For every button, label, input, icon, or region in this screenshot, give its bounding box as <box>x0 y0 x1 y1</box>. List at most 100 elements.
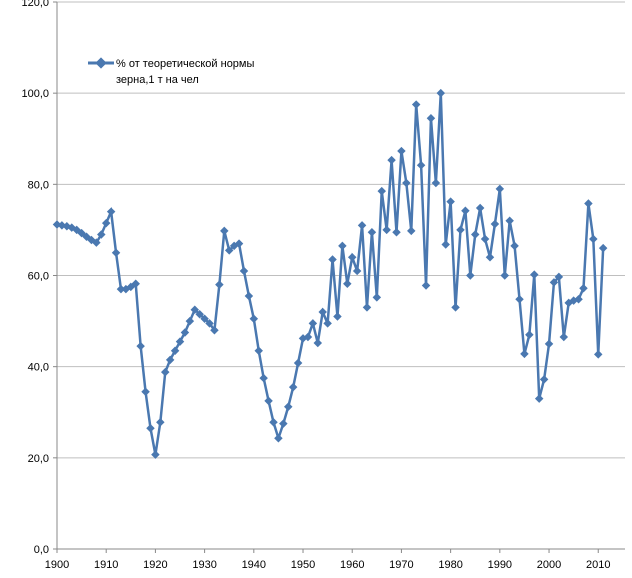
y-tick-label: 60,0 <box>28 271 49 283</box>
data-point <box>220 226 229 236</box>
data-point <box>475 203 485 213</box>
data-point <box>106 207 116 216</box>
data-point <box>239 266 249 276</box>
y-tick-label: 100,0 <box>21 88 49 100</box>
data-point <box>274 433 283 443</box>
data-point <box>520 349 529 359</box>
data-point <box>185 316 195 326</box>
y-tick-label: 40,0 <box>28 362 49 374</box>
data-point <box>456 225 465 235</box>
data-point <box>554 272 564 282</box>
data-point <box>451 303 460 312</box>
data-point <box>372 293 382 302</box>
data-point <box>77 228 86 238</box>
data-point <box>136 341 145 351</box>
data-point <box>515 294 524 304</box>
data-point <box>116 284 126 294</box>
data-point <box>416 160 426 170</box>
data-point <box>205 319 214 328</box>
data-point <box>343 279 352 288</box>
data-point <box>97 230 106 239</box>
legend-label: % от теоретической нормы зерна,1 т на че… <box>116 58 255 86</box>
data-point <box>293 358 303 368</box>
y-tick-label: 0,0 <box>34 544 49 556</box>
data-point <box>259 373 268 383</box>
data-point <box>559 332 569 342</box>
data-point <box>525 330 534 340</box>
data-point <box>249 314 259 324</box>
data-point <box>92 238 101 247</box>
data-point <box>111 248 121 257</box>
data-point <box>284 402 293 412</box>
data-point <box>254 346 263 355</box>
data-point <box>407 226 416 236</box>
data-point <box>313 338 323 348</box>
data-point <box>357 221 367 230</box>
data-point <box>264 396 273 406</box>
data-point <box>195 310 204 319</box>
data-point <box>234 239 244 248</box>
data-point <box>141 387 150 396</box>
data-point <box>279 419 288 428</box>
data-point <box>574 294 583 304</box>
data-point <box>333 312 342 321</box>
series-line <box>56 93 605 455</box>
y-tick-label: 20,0 <box>28 453 49 465</box>
y-tick-label: 80,0 <box>28 179 49 191</box>
data-point <box>347 253 357 262</box>
legend-symbol <box>88 57 114 69</box>
data-point <box>156 418 165 427</box>
data-point <box>318 307 327 317</box>
data-point <box>308 319 318 328</box>
data-point <box>402 178 411 188</box>
data-point <box>436 88 446 98</box>
x-tick-label: 1990 <box>488 559 512 571</box>
x-tick-label: 2000 <box>537 559 561 571</box>
data-point <box>598 243 608 253</box>
data-point <box>421 281 431 290</box>
data-point <box>377 186 386 196</box>
data-point <box>495 184 505 194</box>
x-tick-label: 1900 <box>45 559 69 571</box>
data-point <box>539 375 549 384</box>
x-tick-label: 1980 <box>438 559 462 571</box>
data-point <box>362 303 372 312</box>
data-point <box>200 314 209 324</box>
data-point <box>441 240 450 249</box>
data-point <box>180 328 190 337</box>
data-point <box>461 206 470 216</box>
data-point <box>505 216 514 226</box>
data-point <box>244 291 254 301</box>
data-point <box>328 255 337 264</box>
x-tick-label: 1910 <box>94 559 118 571</box>
data-point <box>480 234 490 244</box>
data-point <box>534 394 544 403</box>
x-tick-label: 1970 <box>389 559 413 571</box>
data-point <box>485 253 495 262</box>
data-point <box>101 218 111 228</box>
data-point <box>215 280 224 289</box>
data-point <box>387 155 396 165</box>
data-point <box>382 225 391 235</box>
data-point <box>446 197 455 206</box>
data-point <box>338 241 347 251</box>
data-point <box>584 199 593 208</box>
data-point <box>269 418 278 427</box>
data-point <box>490 219 500 229</box>
x-tick-label: 1950 <box>291 559 315 571</box>
data-point <box>426 113 436 123</box>
data-point <box>151 450 160 459</box>
x-tick-label: 1930 <box>192 559 216 571</box>
data-point <box>146 423 155 433</box>
data-point <box>323 319 332 328</box>
data-point <box>593 350 603 359</box>
data-point <box>367 227 377 237</box>
data-point <box>510 241 519 251</box>
data-point <box>352 266 362 276</box>
x-tick-label: 1920 <box>143 559 167 571</box>
data-point <box>392 227 401 237</box>
data-point <box>288 382 298 392</box>
data-point <box>549 278 559 287</box>
